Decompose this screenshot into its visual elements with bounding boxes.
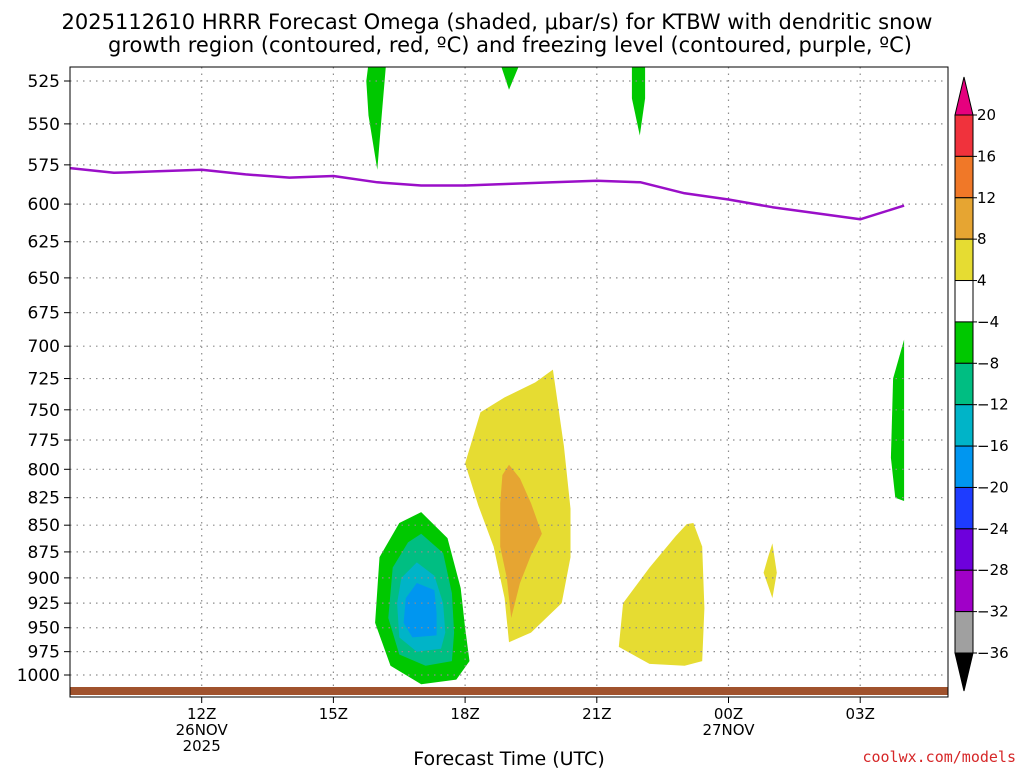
chart-title-line-2: growth region (contoured, red, ºC) and f… (108, 33, 912, 57)
colorbar-label-1: 16 (977, 147, 996, 165)
colorbar-bin-13 (954, 611, 974, 654)
y-tick-label-925: 925 (28, 594, 60, 614)
colorbar-label-13: −36 (977, 644, 1009, 662)
y-tick-label-550: 550 (28, 115, 60, 135)
y-tick-label-975: 975 (28, 643, 60, 663)
x-tick-label-15Z-line-1: 15Z (319, 705, 348, 723)
plot-area (69, 66, 949, 698)
colorbar-arrow-top (954, 76, 974, 116)
omega-region-8 (403, 583, 437, 638)
colorbar-label-2: 12 (977, 189, 996, 207)
omega-shading-layer (366, 67, 905, 685)
colorbar-bin-1 (954, 114, 974, 157)
y-tick-label-1000: 1000 (17, 666, 60, 686)
colorbar-bin-5 (954, 280, 974, 323)
colorbar-label-4: 4 (977, 272, 987, 290)
colorbar-bin-8 (954, 404, 974, 447)
x-tick-label-00Z-line-2: 27NOV (702, 721, 755, 739)
omega-region-2 (501, 67, 519, 90)
omega-region-1 (366, 67, 386, 170)
colorbar-label-0: 20 (977, 106, 996, 124)
colorbar-bin-2 (954, 155, 974, 199)
colorbar-bin-6 (954, 321, 974, 364)
colorbar-bin-10 (954, 486, 974, 530)
colorbar-label-12: −32 (977, 603, 1009, 621)
colorbar-bin-11 (954, 528, 974, 571)
y-tick-label-725: 725 (28, 370, 60, 390)
omega-region-10 (500, 464, 542, 618)
y-tick-label-800: 800 (28, 460, 60, 480)
y-tick-label-700: 700 (28, 337, 60, 357)
omega-region-12 (763, 543, 777, 599)
y-tick-label-675: 675 (28, 304, 60, 324)
y-axis: 525 550 575 600 625 650 675 700 725 750 775 800 825 8… (17, 72, 70, 686)
colorbar-label-3: 8 (977, 230, 987, 248)
site-credit: coolwx.com/models (862, 748, 1016, 766)
colorbar-bin-12 (954, 569, 974, 613)
y-tick-label-750: 750 (28, 401, 60, 421)
colorbar-bin-3 (954, 197, 974, 240)
colorbar-arrow-bottom (954, 652, 974, 692)
y-tick-label-950: 950 (28, 619, 60, 639)
y-tick-label-650: 650 (28, 269, 60, 289)
colorbar-label-11: −28 (977, 561, 1009, 579)
x-tick-label-00Z-line-1: 00Z (714, 705, 743, 723)
x-tick-label-18Z-line-1: 18Z (450, 705, 479, 723)
x-tick-label-12Z-line-1: 12Z (187, 705, 216, 723)
freezing-level-line (70, 166, 905, 221)
y-tick-label-600: 600 (28, 195, 60, 215)
x-tick-label-12Z-line-2: 26NOV (176, 721, 229, 739)
x-tick-label-03Z-line-1: 03Z (846, 705, 875, 723)
omega-region-4 (890, 339, 905, 501)
omega-region-11 (618, 523, 705, 666)
colorbar-bin-4 (954, 238, 974, 282)
omega-region-3 (631, 67, 646, 136)
colorbar-label-5: −4 (977, 313, 999, 331)
colorbar-label-9: −20 (977, 478, 1009, 496)
colorbar-bin-9 (954, 445, 974, 488)
y-tick-label-625: 625 (28, 233, 60, 253)
plot-frame (69, 66, 949, 698)
y-tick-label-525: 525 (28, 72, 60, 92)
colorbar: 20 16 12 8 4 −4 −8 −12 −16 −20 −24 −28 −32 −36 (954, 76, 1009, 692)
colorbar-label-6: −8 (977, 354, 999, 372)
y-tick-label-850: 850 (28, 516, 60, 536)
colorbar-label-7: −12 (977, 396, 1009, 414)
chart-title-line-1: 2025112610 HRRR Forecast Omega (shaded, … (62, 10, 933, 34)
y-tick-label-825: 825 (28, 489, 60, 509)
x-axis-label: Forecast Time (UTC) (413, 748, 604, 768)
colorbar-label-10: −24 (977, 520, 1009, 538)
y-tick-label-900: 900 (28, 569, 60, 589)
ground-strip (70, 687, 948, 695)
y-tick-label-775: 775 (28, 431, 60, 451)
y-tick-label-875: 875 (28, 543, 60, 563)
grid-layer (70, 67, 948, 697)
colorbar-label-8: −16 (977, 437, 1009, 455)
colorbar-bin-7 (954, 362, 974, 406)
x-tick-label-21Z-line-1: 21Z (582, 705, 611, 723)
y-tick-label-575: 575 (28, 156, 60, 176)
x-tick-label-12Z-line-3: 2025 (183, 737, 221, 755)
